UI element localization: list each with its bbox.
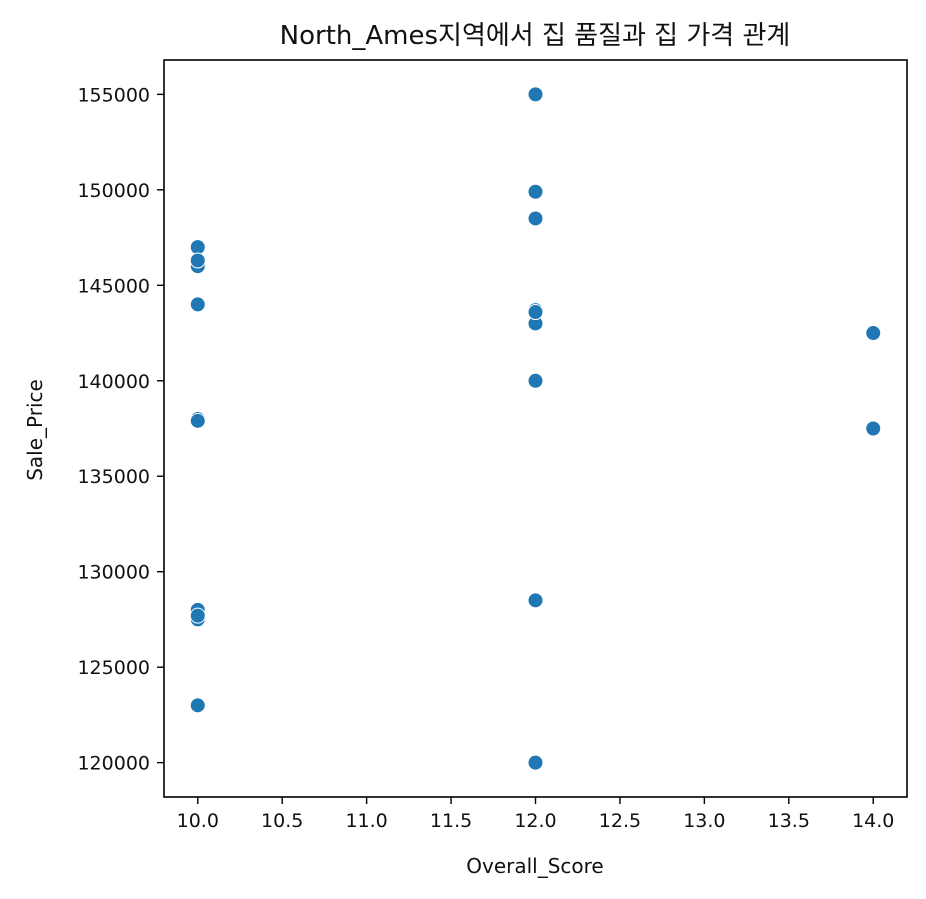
data-point [189,239,206,256]
data-point [189,296,206,313]
y-tick-label: 125000 [77,657,150,679]
y-tick-label: 155000 [77,84,150,106]
y-axis-label: Sale_Price [23,379,47,481]
data-point [527,183,544,200]
y-tick-label: 130000 [77,562,150,584]
data-point [189,607,206,624]
x-tick-label: 11.5 [430,810,472,832]
data-point [189,697,206,714]
data-points [189,86,882,771]
y-tick-label: 145000 [77,275,150,297]
data-point [865,325,882,342]
x-tick-label: 13.5 [768,810,810,832]
x-tick-label: 12.0 [514,810,556,832]
plot-frame [163,59,908,798]
data-point [527,754,544,771]
data-point [189,412,206,429]
x-axis: 10.0 10.5 11.0 11.5 12.0 12.5 13.0 13.5 14.0 [177,797,894,832]
x-tick-label: 10.5 [261,810,303,832]
x-tick-label: 13.0 [683,810,725,832]
x-tick-label: 10.0 [177,810,219,832]
data-point [527,304,544,321]
y-tick-label: 135000 [77,466,150,488]
chart-title: North_Ames지역에서 집 품질과 집 가격 관계 [280,21,791,51]
data-point [189,252,206,269]
y-tick-label: 150000 [77,180,150,202]
data-point [865,420,882,437]
y-axis: 120000 125000 130000 135000 140000 145000 1500… [77,84,164,775]
y-tick-label: 140000 [77,371,150,393]
x-tick-label: 12.5 [599,810,641,832]
x-tick-label: 11.0 [345,810,387,832]
data-point [527,86,544,103]
data-point [527,592,544,609]
x-tick-label: 14.0 [852,810,894,832]
data-point [527,372,544,389]
y-tick-label: 120000 [77,753,150,775]
x-axis-label: Overall_Score [466,854,604,878]
data-point [527,210,544,227]
